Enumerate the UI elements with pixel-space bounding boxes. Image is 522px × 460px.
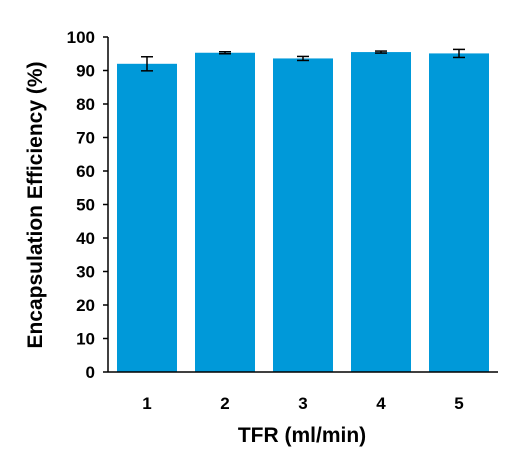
y-tick-label: 100 [67, 28, 95, 47]
error-bar-4 [375, 50, 387, 54]
y-tick-label: 90 [76, 62, 95, 81]
bar-5 [429, 53, 489, 372]
bars-layer [117, 52, 489, 373]
error-bar-2 [219, 50, 231, 55]
axes-layer [103, 36, 498, 373]
y-tick-label: 10 [76, 330, 95, 349]
y-axis-title: Encapsulation Efficiency (%) [24, 61, 47, 348]
bar-3 [273, 58, 333, 372]
y-tick-label: 20 [76, 296, 95, 315]
y-tick-labels: 0 10 20 30 40 50 60 70 80 90 100 [67, 28, 95, 382]
bar-1 [117, 63, 177, 373]
x-tick-label: 1 [142, 394, 151, 413]
x-axis-title: TFR (ml/min) [238, 424, 366, 447]
error-bar-1 [141, 56, 153, 72]
y-tick-label: 0 [86, 363, 95, 382]
error-bars-layer [141, 48, 465, 72]
y-tick-label: 80 [76, 95, 95, 114]
y-tick-label: 60 [76, 162, 95, 181]
y-tick-label: 50 [76, 196, 95, 215]
x-tick-label: 5 [454, 394, 463, 413]
bar-4 [351, 52, 411, 372]
error-bar-5 [453, 48, 465, 59]
y-tick-label: 40 [76, 229, 95, 248]
x-tick-labels: 1 2 3 4 5 [142, 394, 463, 413]
y-tick-label: 70 [76, 129, 95, 148]
x-tick-label: 2 [220, 394, 229, 413]
x-tick-label: 3 [298, 394, 307, 413]
bar-2 [195, 52, 255, 373]
y-tick-label: 30 [76, 263, 95, 282]
error-bar-3 [297, 55, 309, 62]
x-tick-label: 4 [376, 394, 386, 413]
